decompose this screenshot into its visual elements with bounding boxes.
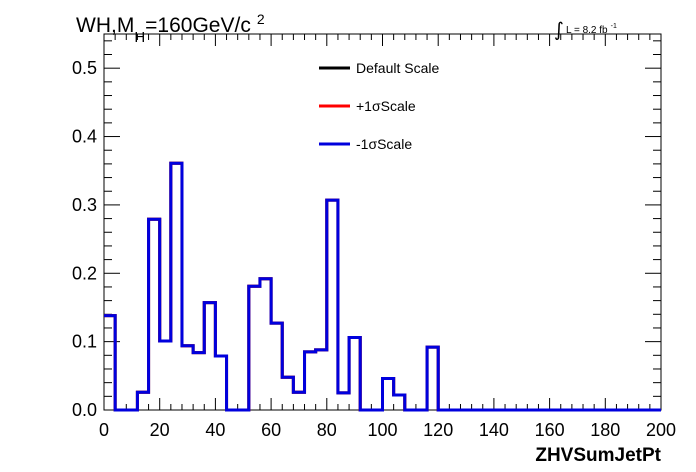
x-tick-label: 80: [317, 420, 337, 440]
lumi-integral-symbol: ∫: [554, 19, 564, 41]
legend-label-2: +1σScale: [356, 98, 416, 114]
x-tick-label: 40: [205, 420, 225, 440]
x-tick-label: 200: [646, 420, 676, 440]
x-tick-label: 180: [590, 420, 620, 440]
chart-title: WH,MH=160GeV/c 2: [76, 11, 265, 46]
series-line-3: [104, 161, 661, 412]
chart-title-rest: =160GeV/c: [145, 14, 251, 37]
chart-title-subscript: H: [134, 29, 145, 46]
series-layer: [104, 161, 661, 412]
x-tick-label: 100: [367, 420, 397, 440]
x-tick-label: 20: [150, 420, 170, 440]
x-tick-label: 160: [535, 420, 565, 440]
x-tick-label: 0: [99, 420, 109, 440]
x-tick-label: 60: [261, 420, 281, 440]
y-tick-label: 0.1: [72, 332, 97, 352]
legend: Default Scale +1σScale -1σScale: [319, 60, 439, 152]
y-tick-label: 0.3: [72, 195, 97, 215]
y-tick-label: 0.5: [72, 58, 97, 78]
axis-ticks: 0 20 40 60 80 100 120 140 160 180 200 0.0 0.1 0.2 0.3 0…: [72, 34, 676, 440]
x-tick-label: 120: [423, 420, 453, 440]
y-tick-label: 0.2: [72, 263, 97, 283]
chart-title-superscript: 2: [257, 11, 265, 27]
lumi-label: L = 8.2 fb -1: [566, 23, 617, 36]
legend-label-1: Default Scale: [356, 60, 439, 76]
x-tick-label: 140: [479, 420, 509, 440]
y-tick-label: 0.4: [72, 127, 97, 147]
lumi-superscript: -1: [611, 23, 617, 30]
lumi-text: L = 8.2 fb: [566, 25, 608, 36]
legend-label-3: -1σScale: [356, 136, 412, 152]
x-axis-title: ZHVSumJetPt: [535, 445, 661, 466]
y-tick-label: 0.0: [72, 400, 97, 420]
chart-title-main: WH,M: [76, 14, 134, 37]
